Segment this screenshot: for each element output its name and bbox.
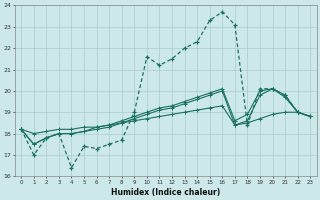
X-axis label: Humidex (Indice chaleur): Humidex (Indice chaleur) [111,188,220,197]
